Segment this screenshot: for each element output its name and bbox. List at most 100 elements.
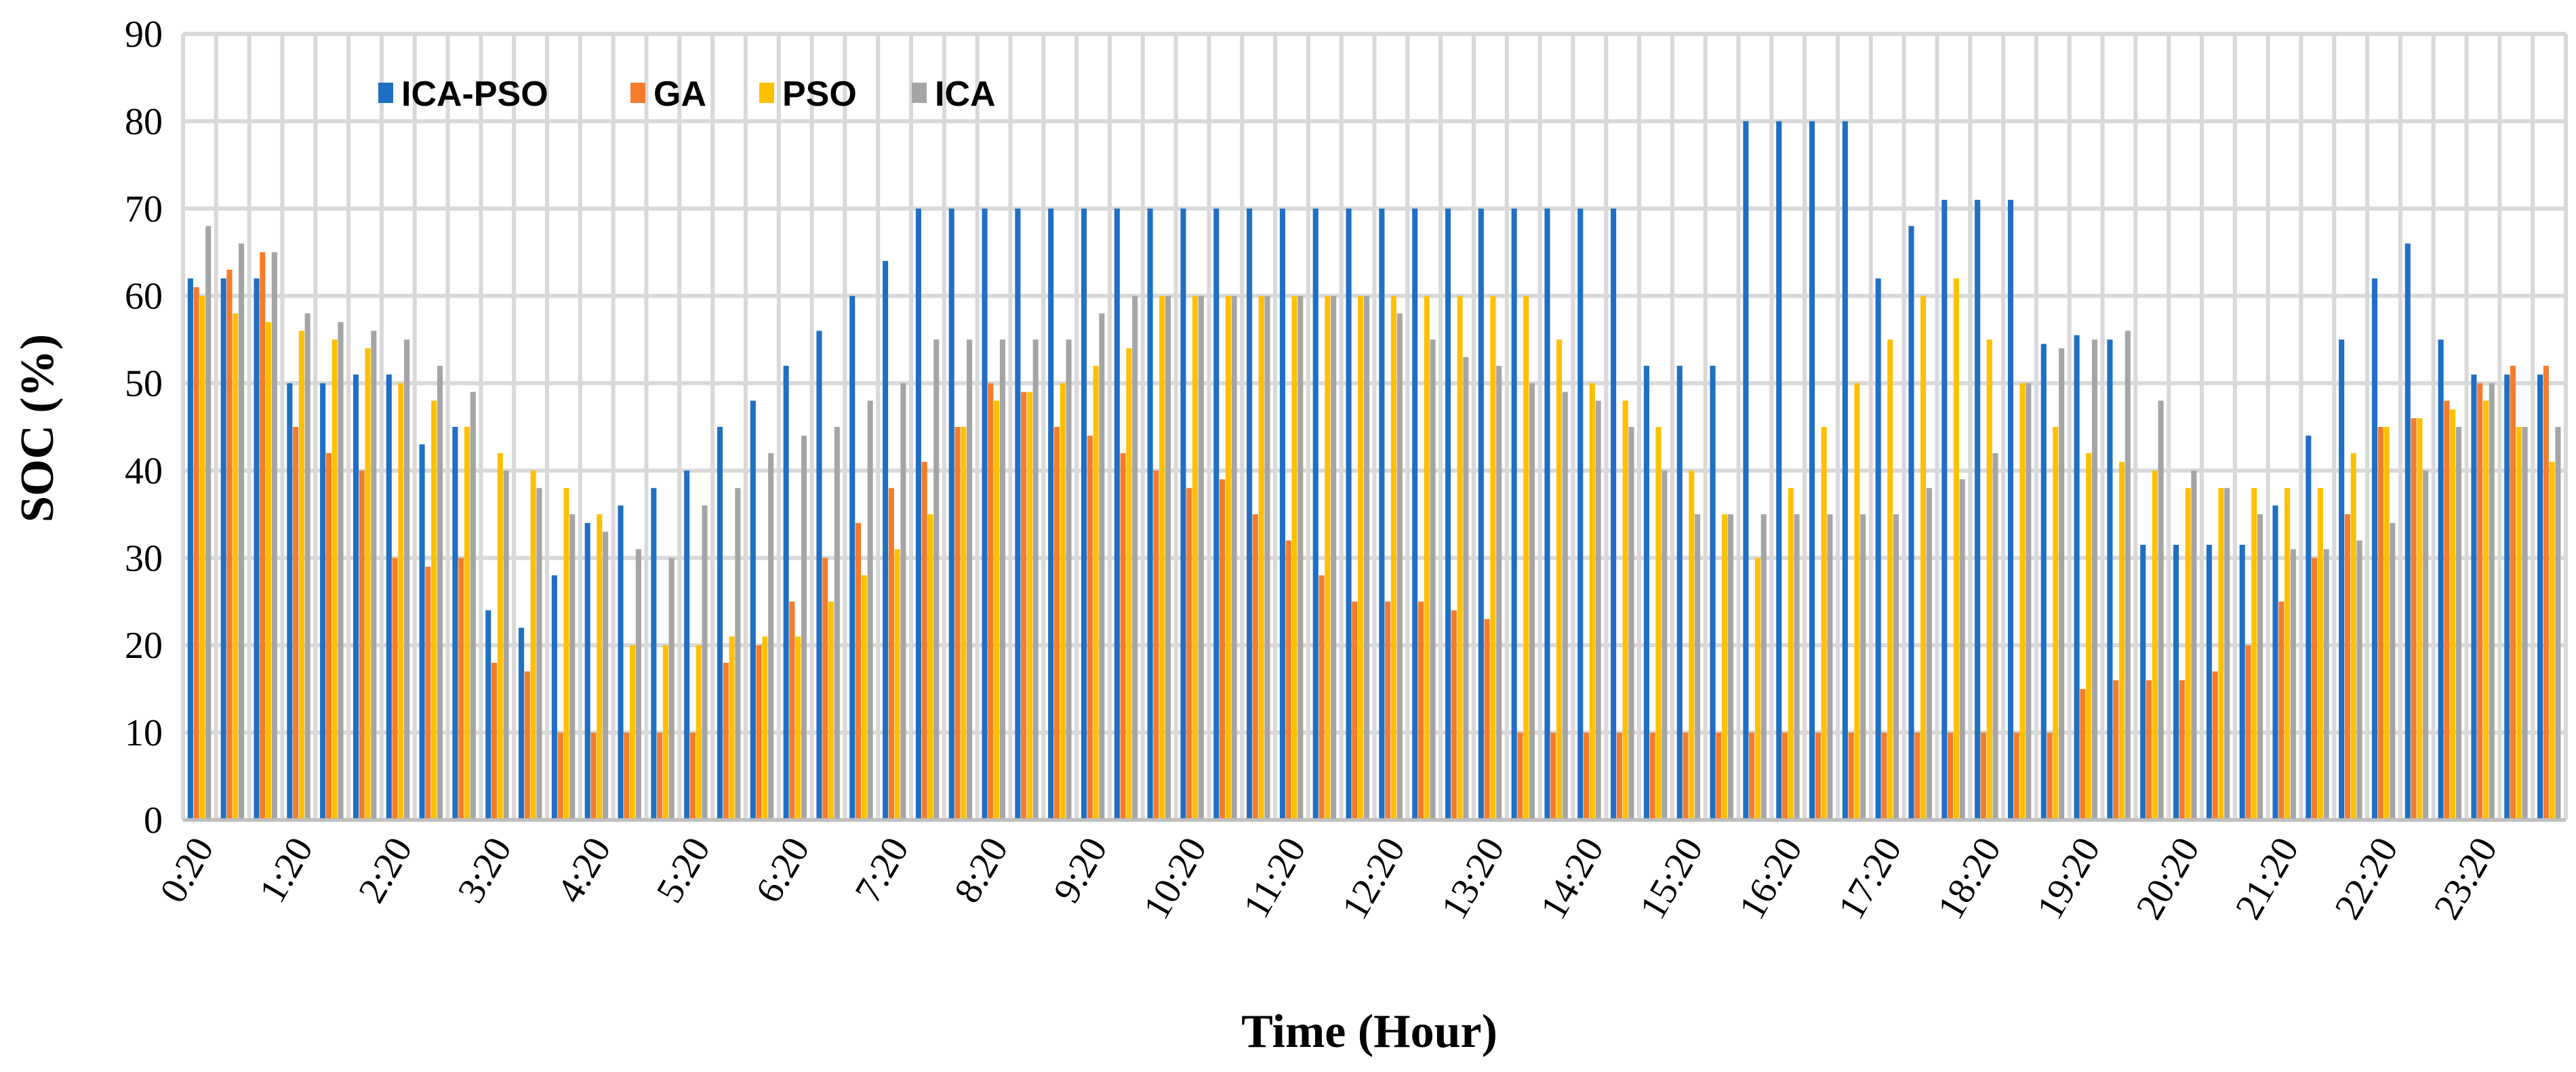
bar-ica-21-40 — [2323, 549, 2329, 820]
bar-ga-23-40 — [2510, 365, 2516, 820]
bar-ica-5-00 — [668, 558, 675, 820]
bar-ga-4-00 — [557, 733, 563, 820]
bar-pso-14-00 — [1556, 339, 1563, 820]
x-tick-label: 10:20 — [1135, 831, 1215, 926]
y-axis-ticks: 0 10 20 30 40 50 60 70 80 90 — [125, 14, 163, 842]
bar-pso-11-20 — [1291, 295, 1297, 820]
bar-ica-pso-23-00 — [2438, 339, 2444, 820]
legend-swatch-ga — [630, 83, 645, 103]
bar-ica-pso-2-20 — [386, 374, 392, 820]
bar-ica-pso-3-20 — [485, 610, 491, 820]
bar-pso-20-40 — [2218, 488, 2224, 820]
y-axis-title: SOC (%) — [12, 334, 64, 522]
bar-ga-18-00 — [1948, 733, 1954, 820]
bar-ica-pso-10-40 — [1213, 208, 1220, 820]
bar-ica-pso-9-40 — [1114, 208, 1120, 820]
bar-ica-24-00 — [2555, 427, 2561, 820]
bar-ica-pso-7-20 — [883, 261, 889, 820]
bar-ga-7-20 — [888, 488, 894, 820]
bar-ga-8-40 — [1021, 392, 1027, 820]
chart-bars — [187, 121, 2561, 821]
x-tick-label: 21:20 — [2228, 831, 2307, 926]
bar-pso-2-20 — [398, 383, 404, 820]
bar-ga-5-20 — [689, 733, 696, 820]
bar-pso-23-00 — [2450, 409, 2456, 820]
x-tick-label: 11:20 — [1235, 831, 1314, 926]
bar-ica-pso-22-00 — [2339, 339, 2345, 820]
bar-ica-9-20 — [1099, 313, 1105, 820]
bar-pso-10-40 — [1225, 295, 1231, 820]
bar-ga-6-20 — [789, 601, 795, 820]
bar-ica-13-00 — [1463, 356, 1469, 820]
bar-ica-10-40 — [1231, 295, 1237, 820]
bar-ga-12-40 — [1417, 601, 1424, 820]
bar-ica-pso-13-20 — [1478, 208, 1484, 820]
legend-swatch-ica-pso — [378, 83, 393, 103]
bar-ica-13-40 — [1529, 383, 1535, 820]
bar-ica-0-20 — [205, 226, 212, 820]
bar-ica-14-00 — [1562, 392, 1568, 820]
bar-ica-pso-14-40 — [1611, 208, 1617, 820]
y-tick-label: 30 — [125, 537, 163, 579]
bar-ica-pso-11-40 — [1312, 208, 1319, 820]
bar-ica-22-40 — [2423, 470, 2429, 820]
bar-ica-pso-18-40 — [2007, 199, 2013, 820]
bar-ga-24-00 — [2543, 365, 2549, 820]
bar-ga-5-00 — [657, 733, 663, 820]
bar-pso-20-20 — [2185, 488, 2191, 820]
bar-ica-9-40 — [1132, 295, 1138, 820]
bar-ica-11-20 — [1297, 295, 1304, 820]
bar-ica-2-40 — [437, 365, 443, 820]
bar-pso-0-40 — [233, 313, 239, 820]
bar-pso-18-00 — [1953, 278, 1959, 820]
bar-ica-pso-5-40 — [717, 427, 723, 820]
bar-ga-9-20 — [1087, 435, 1093, 820]
bar-ga-7-00 — [856, 522, 862, 820]
bar-ica-8-00 — [967, 339, 973, 820]
bar-ica-pso-13-00 — [1445, 208, 1451, 820]
bar-ica-pso-3-00 — [452, 427, 458, 820]
bar-ga-9-40 — [1120, 453, 1126, 820]
bar-ica-10-20 — [1198, 295, 1204, 820]
bar-pso-6-40 — [828, 601, 834, 820]
bar-pso-1-40 — [331, 339, 338, 820]
bar-pso-12-20 — [1390, 295, 1396, 820]
bar-ga-7-40 — [921, 461, 927, 820]
bar-ga-11-00 — [1252, 514, 1258, 820]
bar-ica-23-00 — [2455, 427, 2461, 820]
bar-pso-11-40 — [1325, 295, 1331, 820]
bar-pso-5-20 — [696, 645, 702, 820]
bar-ica-pso-15-40 — [1710, 365, 1716, 820]
bar-ga-10-40 — [1220, 479, 1226, 820]
bar-pso-2-00 — [365, 348, 371, 820]
bar-ga-13-40 — [1517, 733, 1523, 820]
bar-ica-4-40 — [635, 549, 641, 820]
bar-pso-9-00 — [1060, 383, 1066, 820]
bar-pso-18-20 — [1986, 339, 1992, 820]
bar-ga-1-40 — [325, 453, 331, 820]
bar-ica-3-20 — [503, 470, 509, 820]
bar-pso-4-40 — [630, 645, 636, 820]
bar-pso-5-00 — [662, 645, 668, 820]
bar-ica-pso-17-40 — [1908, 226, 1914, 820]
bar-ga-17-40 — [1914, 733, 1920, 820]
bar-pso-7-40 — [927, 514, 933, 820]
bar-pso-8-40 — [1026, 392, 1032, 820]
bar-ga-19-40 — [2113, 680, 2119, 820]
bar-ica-20-20 — [2191, 470, 2197, 820]
bar-ica-15-40 — [1727, 514, 1733, 820]
bar-ica-pso-12-20 — [1379, 208, 1385, 820]
bar-ica-pso-3-40 — [519, 627, 525, 820]
bar-ga-12-00 — [1352, 601, 1358, 820]
bar-ga-4-40 — [624, 733, 630, 820]
bar-ica-15-00 — [1662, 470, 1668, 820]
bar-pso-3-20 — [497, 453, 503, 820]
legend-label: ICA-PSO — [401, 75, 548, 114]
bar-pso-22-00 — [2350, 453, 2356, 820]
bar-ica-pso-13-40 — [1511, 208, 1517, 820]
bar-pso-14-20 — [1589, 383, 1595, 820]
bar-ica-22-00 — [2356, 540, 2362, 820]
bar-ica-21-20 — [2290, 549, 2296, 820]
bar-ica-pso-9-00 — [1048, 208, 1054, 820]
